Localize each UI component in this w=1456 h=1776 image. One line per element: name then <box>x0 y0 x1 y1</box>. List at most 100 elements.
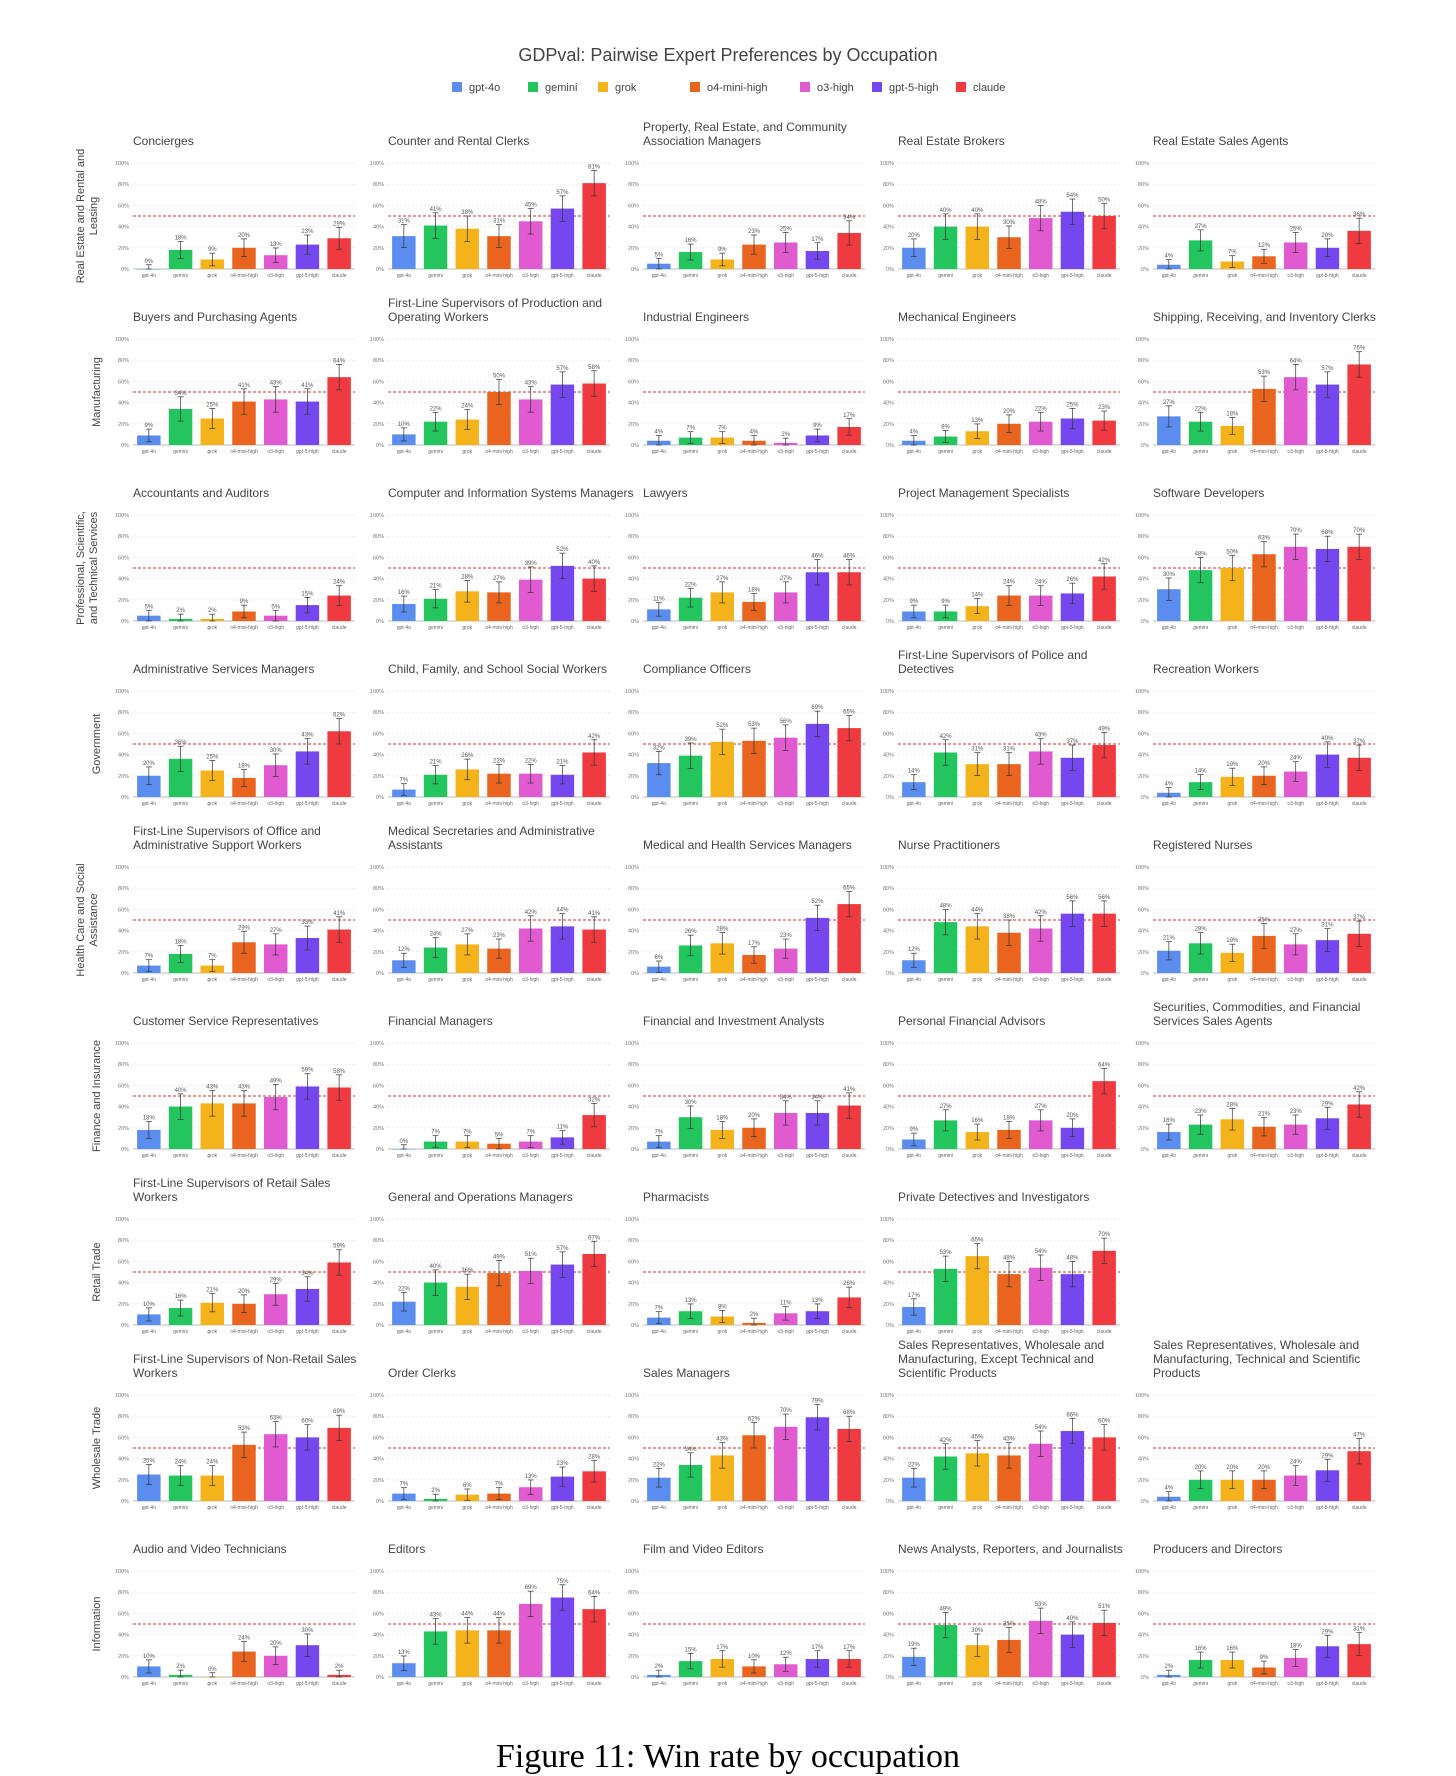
bar-gemini <box>933 1625 958 1677</box>
data-label: 31% <box>1003 747 1016 753</box>
x-tick-label: grok <box>207 1153 217 1159</box>
data-label: 24% <box>461 404 474 410</box>
data-label: 45% <box>525 203 538 209</box>
legend-label: o3-high <box>817 82 854 94</box>
data-label: 4% <box>1165 1486 1174 1492</box>
x-tick-label: gpt-5-high <box>806 273 829 279</box>
sector-label-7: Wholesale Trade <box>91 1407 103 1490</box>
data-label: 36% <box>461 1268 474 1274</box>
y-tick-label: 100% <box>115 337 129 343</box>
x-tick-label: grok <box>972 1681 982 1687</box>
y-tick-label: 0% <box>1141 971 1149 977</box>
panel-title: Lawyers <box>643 486 688 500</box>
data-label: 22% <box>493 758 506 764</box>
legend-swatch <box>452 82 462 92</box>
legend-label: o4-mini-high <box>707 82 768 94</box>
y-tick-label: 0% <box>376 443 384 449</box>
x-tick-label: gpt-5-high <box>806 1681 829 1687</box>
bar-gpt-5-high <box>295 751 320 797</box>
bar-grok <box>1220 568 1245 621</box>
x-tick-label: o3-high <box>1287 625 1304 631</box>
panel-7-1: Order Clerks 0% 20% 40% 60% 80% 100% 7% gpt-4o 2%… <box>370 1366 610 1511</box>
bar-grok <box>200 418 225 445</box>
data-label: 69% <box>525 1585 538 1591</box>
x-tick-label: gemini <box>1193 449 1208 455</box>
data-label: 21% <box>430 760 443 766</box>
panel-6-2: Pharmacists 0% 20% 40% 60% 80% 100% 7% gpt-4o 13%… <box>625 1190 865 1335</box>
x-tick-label: o4-mini-high <box>230 801 258 807</box>
data-label: 27% <box>780 576 793 582</box>
bar-gpt-5-high <box>550 208 575 269</box>
x-tick-label: o4-mini-high <box>740 1153 768 1159</box>
data-label: 59% <box>333 1244 346 1250</box>
bar-claude <box>1092 1437 1116 1501</box>
data-label: 64% <box>333 358 346 364</box>
data-label: 31% <box>398 219 411 225</box>
x-tick-label: grok <box>207 1681 217 1687</box>
data-label: 27% <box>940 1104 953 1110</box>
y-tick-label: 20% <box>628 1126 639 1132</box>
data-label: 2% <box>750 1312 759 1318</box>
bar-claude <box>327 731 351 797</box>
y-tick-label: 0% <box>121 619 129 625</box>
panel-5-3: Personal Financial Advisors 0% 20% 40% 60% 80… <box>880 1014 1120 1159</box>
panel-2-3: Project Management Specialists 0% 20% 40% 60… <box>880 486 1120 631</box>
y-tick-label: 40% <box>628 1457 639 1463</box>
bar-gpt-5-high <box>805 1112 830 1149</box>
panel-title: Personal Financial Advisors <box>898 1014 1045 1028</box>
bar-grok <box>455 591 480 621</box>
x-tick-label: grok <box>972 801 982 807</box>
y-tick-label: 20% <box>373 774 384 780</box>
y-tick-label: 80% <box>373 534 384 540</box>
bar-claude <box>837 1105 861 1149</box>
x-tick-label: gpt-4o <box>907 273 921 279</box>
x-tick-label: o4-mini-high <box>485 1505 513 1511</box>
bar-gemini <box>423 947 448 973</box>
data-label: 53% <box>748 722 761 728</box>
y-tick-label: 0% <box>376 619 384 625</box>
data-label: 7% <box>208 954 217 960</box>
bar-gemini <box>168 408 193 445</box>
y-tick-label: 40% <box>628 577 639 583</box>
bar-gpt-5-high <box>1060 913 1085 973</box>
x-tick-label: claude <box>1097 1505 1112 1511</box>
data-label: 29% <box>333 221 346 227</box>
bar-claude <box>582 929 606 973</box>
data-label: 62% <box>748 1417 761 1423</box>
data-label: 24% <box>1290 1460 1303 1466</box>
x-tick-label: o4-mini-high <box>485 977 513 983</box>
y-tick-label: 40% <box>373 1105 384 1111</box>
panel-7-4: Sales Representatives, Wholesale andManu… <box>1135 1338 1375 1511</box>
data-label: 18% <box>238 763 251 769</box>
bar-gemini <box>678 1117 703 1149</box>
x-tick-label: gpt-4o <box>397 1681 411 1687</box>
y-tick-label: 80% <box>373 1590 384 1596</box>
data-label: 10% <box>143 1302 156 1308</box>
y-tick-label: 0% <box>631 1147 639 1153</box>
bar-o3-high <box>1283 242 1308 269</box>
data-label: 42% <box>940 734 953 740</box>
panel-title: News Analysts, Reporters, and Journalist… <box>898 1542 1123 1556</box>
bar-gemini <box>1188 570 1213 621</box>
y-tick-label: 80% <box>373 886 384 892</box>
y-tick-label: 100% <box>115 1393 129 1399</box>
y-tick-label: 20% <box>628 1302 639 1308</box>
bar-gpt-5-high <box>805 1658 830 1677</box>
y-tick-label: 60% <box>628 1083 639 1089</box>
x-tick-label: gpt-4o <box>907 801 921 807</box>
panel-title: Administrative Services Managers <box>133 662 314 676</box>
data-label: 60% <box>1098 1419 1111 1425</box>
y-tick-label: 0% <box>376 1675 384 1681</box>
y-tick-label: 40% <box>1138 929 1149 935</box>
y-tick-label: 40% <box>883 753 894 759</box>
data-label: 26% <box>1066 577 1079 583</box>
bar-o3-high <box>263 944 288 973</box>
data-label: 64% <box>588 1590 601 1596</box>
y-tick-label: 60% <box>1138 1435 1149 1441</box>
bar-gemini <box>423 1282 448 1325</box>
bar-grok <box>455 228 480 269</box>
x-tick-label: claude <box>587 1153 602 1159</box>
panel-4-2: Medical and Health Services Managers 0% 20… <box>625 838 865 983</box>
x-tick-label: grok <box>462 273 472 279</box>
x-tick-label: o3-high <box>777 977 794 983</box>
